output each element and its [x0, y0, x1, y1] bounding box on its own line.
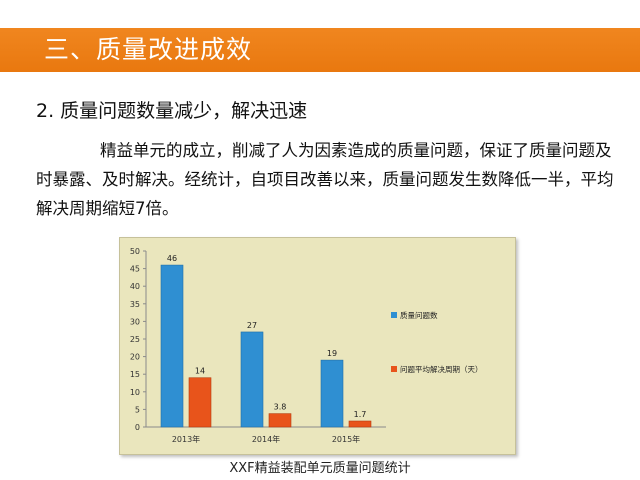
section-subtitle: 2. 质量问题数量减少，解决迅速: [36, 100, 308, 122]
x-tick-label: 2015年: [332, 434, 360, 444]
y-tick-label: 40: [130, 282, 140, 291]
data-label: 3.8: [274, 403, 287, 412]
bar-resolve-cycle: [348, 420, 372, 428]
bar-issue-count: [240, 331, 264, 428]
bar-issue-count: [160, 264, 184, 428]
y-tick-label: 0: [135, 423, 140, 432]
body-paragraph: 精益单元的成立，削减了人为因素造成的质量问题，保证了质量问题及时暴露、及时解决。…: [36, 141, 614, 218]
data-label: 46: [167, 254, 177, 263]
legend-label: 问题平均解决周期（天）: [400, 364, 483, 374]
page-title: 三、质量改进成效: [44, 35, 253, 64]
y-tick-label: 45: [130, 265, 140, 274]
y-tick-label: 35: [130, 300, 140, 309]
bar-issue-count: [320, 359, 344, 428]
y-tick-label: 5: [135, 405, 140, 414]
y-tick-label: 15: [130, 370, 140, 379]
data-label: 14: [195, 367, 205, 376]
legend-swatch: [391, 366, 397, 372]
y-tick-label: 50: [130, 247, 140, 256]
bar-resolve-cycle: [188, 377, 212, 428]
chart-container: 0 5 10 15 20 25 30 35 40 45 50 46 27 19 14 3.8 1.7 2013年 2…: [119, 237, 516, 455]
data-label: 27: [247, 321, 257, 330]
legend-label: 质量问题数: [400, 310, 438, 320]
bar-chart: 0 5 10 15 20 25 30 35 40 45 50 46 27 19 14 3.8 1.7 2013年 2…: [130, 247, 483, 444]
y-tick-label: 10: [130, 388, 140, 397]
chart-caption: XXF精益装配单元质量问题统计: [229, 461, 411, 476]
data-label: 19: [327, 349, 337, 358]
data-label: 1.7: [354, 410, 367, 419]
y-tick-label: 25: [130, 335, 140, 344]
y-tick-label: 30: [130, 317, 140, 326]
title-bar: 三、质量改进成效: [0, 28, 640, 72]
legend-swatch: [391, 312, 397, 318]
x-tick-label: 2013年: [172, 434, 200, 444]
bar-resolve-cycle: [268, 413, 292, 428]
x-tick-label: 2014年: [252, 434, 280, 444]
y-tick-label: 20: [130, 353, 140, 362]
